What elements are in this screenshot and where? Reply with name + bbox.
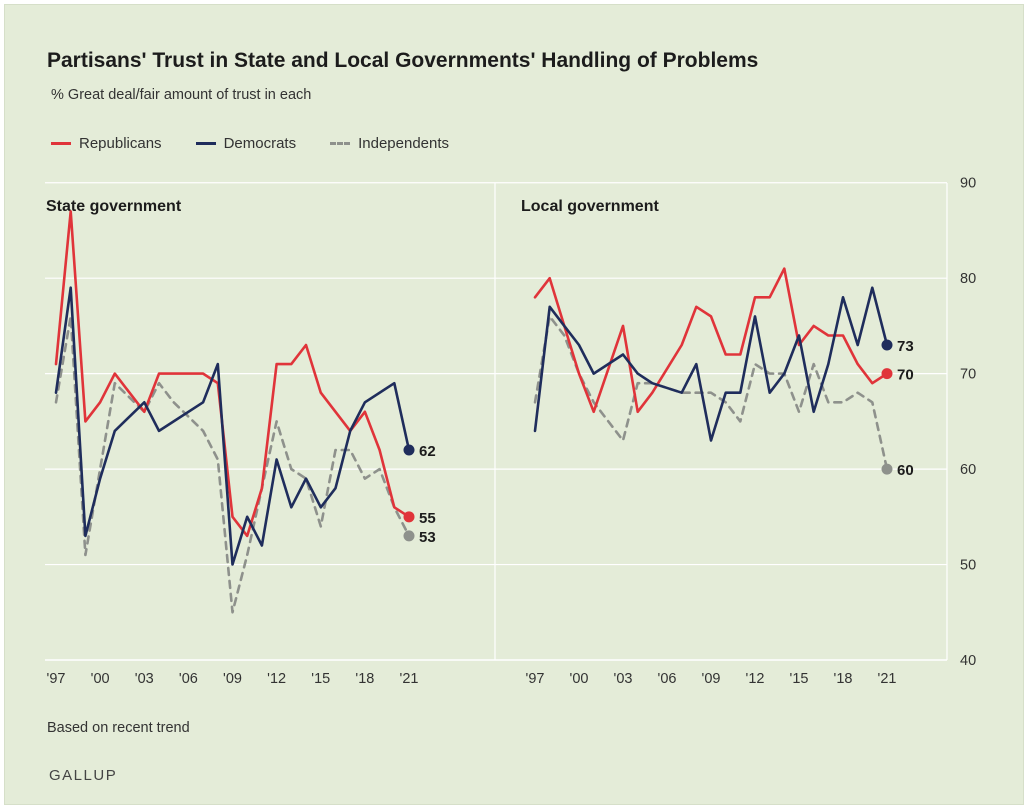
y-tick-label: 40 xyxy=(960,653,976,669)
legend-label-independents: Independents xyxy=(358,135,450,152)
local-x-tick-label: '03 xyxy=(614,671,633,687)
local-series-line-independents xyxy=(533,315,889,471)
state-series-line-democrats xyxy=(54,286,411,566)
y-tick-label: 60 xyxy=(960,462,976,478)
legend-label-democrats: Democrats xyxy=(223,135,297,152)
local-panel-title: Local government xyxy=(521,198,659,215)
local-x-tick-label: '15 xyxy=(790,671,809,687)
state-x-tick-label: '12 xyxy=(267,671,286,687)
state-series-line-independents xyxy=(54,315,411,614)
chart-subtitle: % Great deal/fair amount of trust in eac… xyxy=(51,87,312,103)
local-series-line-republicans xyxy=(533,267,889,414)
state-x-tick-label: '00 xyxy=(91,671,110,687)
y-tick-label: 70 xyxy=(960,367,976,383)
local-series-line-democrats xyxy=(533,286,889,442)
local-end-point-democrats xyxy=(881,339,893,351)
state-end-label-independents: 53 xyxy=(419,529,436,546)
legend-item-democrats: Democrats xyxy=(195,135,297,152)
legend-swatch-republicans xyxy=(51,142,71,145)
source-brand: GALLUP xyxy=(49,767,118,784)
chart-title: Partisans' Trust in State and Local Gove… xyxy=(47,49,759,72)
state-panel-title: State government xyxy=(46,198,182,215)
local-end-point-independents xyxy=(881,463,893,475)
state-end-point-republicans xyxy=(403,511,415,523)
legend-item-independents: Independents xyxy=(330,135,449,152)
legend-item-republicans: Republicans xyxy=(51,135,162,152)
state-x-tick-label: '18 xyxy=(355,671,374,687)
local-x-tick-label: '97 xyxy=(526,671,545,687)
state-x-tick-label: '21 xyxy=(400,671,419,687)
local-end-point-republicans xyxy=(881,368,893,380)
state-x-tick-label: '09 xyxy=(223,671,242,687)
state-end-label-republicans: 55 xyxy=(419,510,436,527)
local-x-tick-label: '18 xyxy=(834,671,853,687)
local-x-tick-label: '12 xyxy=(746,671,765,687)
local-end-label-independents: 60 xyxy=(897,462,914,479)
local-x-tick-label: '06 xyxy=(658,671,677,687)
state-x-tick-label: '06 xyxy=(179,671,198,687)
y-tick-label: 90 xyxy=(960,176,976,192)
legend-swatch-independents xyxy=(330,142,351,145)
local-x-tick-label: '09 xyxy=(702,671,721,687)
legend-label-republicans: Republicans xyxy=(79,135,162,152)
local-x-tick-label: '00 xyxy=(570,671,589,687)
legend: Republicans Democrats Independents xyxy=(51,135,483,152)
state-x-tick-label: '97 xyxy=(47,671,66,687)
state-series-line-republicans xyxy=(54,210,411,538)
y-tick-label: 80 xyxy=(960,271,976,287)
local-x-tick-label: '21 xyxy=(878,671,897,687)
chart-card: Partisans' Trust in State and Local Gove… xyxy=(4,4,1024,805)
state-x-tick-label: '15 xyxy=(311,671,330,687)
state-end-label-democrats: 62 xyxy=(419,443,436,460)
footnote: Based on recent trend xyxy=(47,720,190,736)
state-end-point-democrats xyxy=(403,444,415,456)
local-end-label-democrats: 73 xyxy=(897,338,914,355)
local-end-label-republicans: 70 xyxy=(897,367,914,384)
state-end-point-independents xyxy=(403,530,415,542)
legend-swatch-democrats xyxy=(195,142,216,145)
y-tick-label: 50 xyxy=(960,558,976,574)
state-x-tick-label: '03 xyxy=(135,671,154,687)
